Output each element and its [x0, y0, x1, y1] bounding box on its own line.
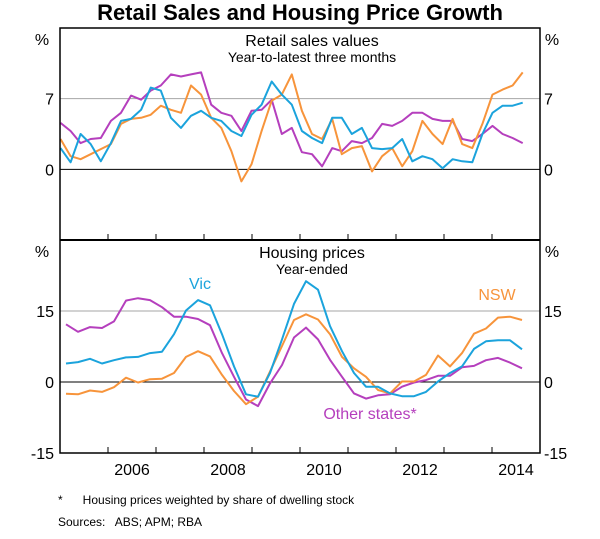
- y-unit-right: %: [545, 244, 559, 261]
- series-line-other: [59, 71, 524, 168]
- y-tick-label-right: 0: [544, 162, 553, 179]
- plot-frame: [59, 27, 541, 454]
- series-line-other: [65, 297, 523, 408]
- x-tick-label: 2010: [306, 462, 342, 479]
- panel-title: Retail sales values: [245, 33, 378, 50]
- y-unit-right: %: [545, 32, 559, 49]
- x-tick-label: 2008: [210, 462, 246, 479]
- y-tick-label-left: 15: [36, 304, 54, 321]
- y-unit-left: %: [35, 244, 49, 261]
- y-tick-label-right: -15: [544, 446, 567, 463]
- series-line-nsw: [59, 71, 524, 183]
- x-tick-label: 2014: [498, 462, 534, 479]
- panel-subtitle: Year-ended: [276, 261, 348, 277]
- y-tick-label-right: 7: [544, 92, 553, 109]
- y-tick-label-right: 0: [544, 375, 553, 392]
- chart-title: Retail Sales and Housing Price Growth: [97, 0, 503, 25]
- y-tick-label-left: 0: [45, 162, 54, 179]
- series-line-vic: [65, 280, 523, 398]
- panel-title: Housing prices: [259, 245, 365, 262]
- y-tick-label-right: 15: [544, 304, 562, 321]
- y-tick-label-left: 0: [45, 375, 54, 392]
- y-tick-label-left: -15: [31, 446, 54, 463]
- annotation-other-states: Other states*: [323, 406, 416, 423]
- y-tick-label-left: 7: [45, 92, 54, 109]
- y-unit-left: %: [35, 32, 49, 49]
- sources: Sources: ABS; APM; RBA: [58, 515, 202, 529]
- series-line-nsw: [65, 313, 523, 406]
- plot-area: 0 0 7 7% % Retail sales valuesYear-to-latest …: [31, 27, 567, 479]
- x-tick-label: 2012: [402, 462, 438, 479]
- annotation-nsw: NSW: [478, 287, 516, 304]
- panel-subtitle: Year-to-latest three months: [228, 49, 396, 65]
- footnote: * Housing prices weighted by share of dw…: [58, 493, 355, 507]
- series-line-vic: [59, 80, 523, 170]
- x-tick-label: 2006: [114, 462, 150, 479]
- annotation-vic: Vic: [189, 276, 211, 293]
